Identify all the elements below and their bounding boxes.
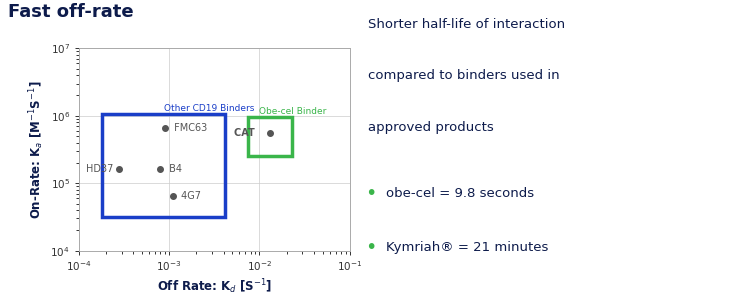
Bar: [102, 114, 226, 217]
Text: •: •: [365, 184, 376, 203]
Text: 4G7: 4G7: [178, 191, 202, 201]
Text: HD37: HD37: [86, 165, 116, 175]
Text: •: •: [365, 238, 376, 257]
Text: approved products: approved products: [368, 121, 494, 134]
Text: Other CD19 Binders: Other CD19 Binders: [164, 104, 254, 113]
Text: Kymriah® = 21 minutes: Kymriah® = 21 minutes: [386, 241, 548, 254]
Bar: [248, 117, 292, 156]
Text: B4: B4: [166, 165, 182, 175]
Text: obe-cel = 9.8 seconds: obe-cel = 9.8 seconds: [386, 187, 534, 200]
Text: Shorter half-life of interaction: Shorter half-life of interaction: [368, 18, 566, 31]
X-axis label: Off Rate: K$_d$ [S$^{-1}$]: Off Rate: K$_d$ [S$^{-1}$]: [156, 278, 272, 296]
Text: compared to binders used in: compared to binders used in: [368, 69, 560, 82]
Y-axis label: On-Rate: K$_a$ [M$^{-1}$S$^{-1}$]: On-Rate: K$_a$ [M$^{-1}$S$^{-1}$]: [28, 80, 47, 219]
Text: FMC63: FMC63: [171, 124, 207, 133]
Text: Fast off-rate: Fast off-rate: [8, 3, 133, 21]
Text: Obe-cel Binder: Obe-cel Binder: [259, 107, 326, 116]
Text: CAT: CAT: [235, 128, 259, 138]
